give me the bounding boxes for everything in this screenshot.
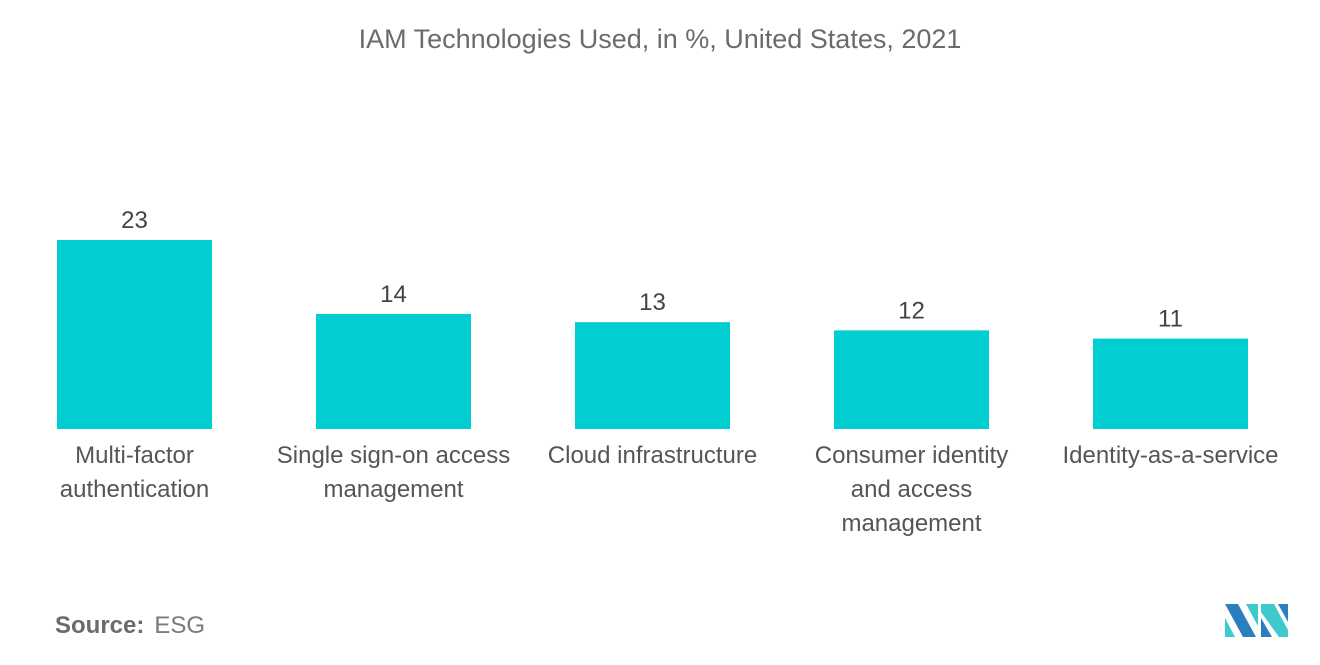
source-value: ESG (154, 612, 206, 639)
data-label: 23 (121, 207, 148, 234)
bar (575, 322, 730, 429)
data-label: 11 (1158, 306, 1183, 333)
mordor-intelligence-logo (1225, 604, 1288, 637)
category-label: Multi-factor authentication (60, 442, 209, 503)
bar-chart: 23 Multi-factor authentication 14 Single sig… (57, 207, 1279, 537)
data-label: 13 (639, 289, 666, 316)
data-label: 14 (380, 281, 407, 308)
bar (57, 240, 212, 429)
source-note: Source: ESG (55, 612, 205, 640)
category-label: Consumer identity and access management (815, 442, 1008, 537)
source-label: Source: (55, 612, 145, 639)
bar (834, 330, 989, 429)
bar (316, 313, 471, 429)
category-label: Cloud infrastructure (548, 442, 757, 469)
category-label: Single sign-on access management (277, 442, 510, 503)
data-label: 12 (898, 297, 925, 324)
chart-title: IAM Technologies Used, in %, United Stat… (358, 24, 962, 54)
category-label: Identity-as-a-service (1062, 442, 1278, 469)
bar (1093, 338, 1248, 429)
